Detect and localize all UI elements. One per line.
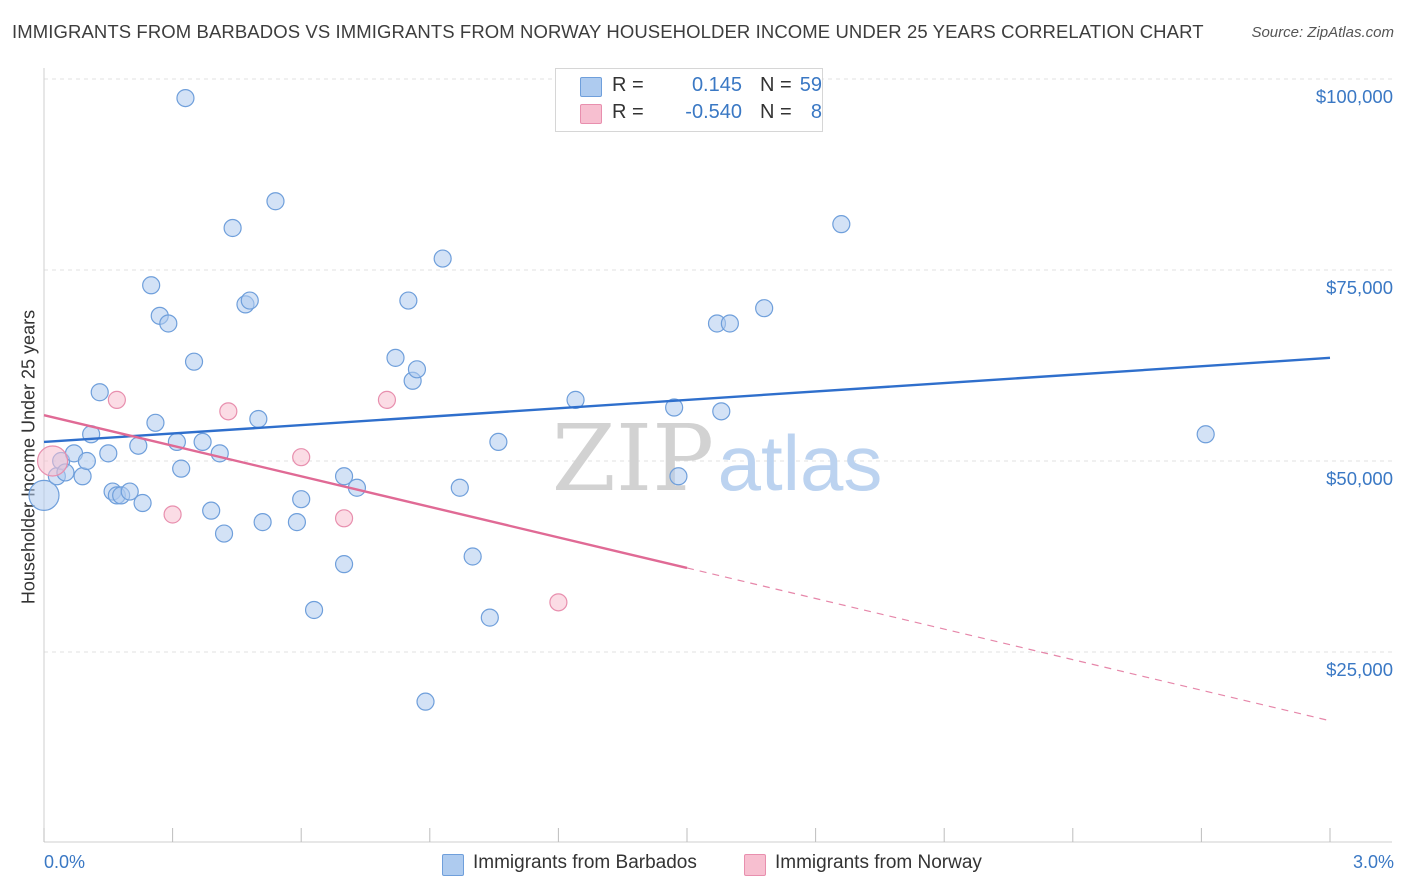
barbados-point: [253, 513, 272, 532]
x-tick-min: 0.0%: [44, 852, 86, 872]
barbados-points: [28, 88, 1215, 711]
barbados-point: [334, 467, 354, 486]
barbados-point: [240, 291, 259, 310]
barbados-point: [99, 444, 118, 463]
norway-trend-line: [43, 413, 688, 570]
legend-r-label: R =: [612, 101, 644, 123]
barbados-point: [463, 547, 482, 566]
gridlines: [44, 78, 1392, 653]
norway-point: [36, 445, 69, 477]
barbados-point: [266, 192, 285, 211]
watermark-zip: ZIP: [552, 405, 714, 512]
barbados-point: [720, 314, 739, 333]
barbados-point: [334, 555, 354, 574]
legend-r-value: 0.145: [691, 74, 742, 96]
barbados-point: [202, 501, 221, 520]
barbados-point: [214, 524, 234, 543]
watermark: ZIP atlas: [552, 405, 882, 512]
y-tick-label: $25,000: [1326, 659, 1393, 680]
legend-swatch-norway: [580, 104, 602, 124]
barbados-point: [176, 88, 195, 108]
y-tick-label: $50,000: [1326, 468, 1393, 489]
legend-r-label: R =: [612, 74, 644, 96]
legend-swatch-barbados: [442, 854, 464, 876]
barbados-point: [450, 478, 469, 497]
barbados-point: [489, 432, 508, 451]
norway-point: [219, 402, 238, 421]
barbados-point: [249, 409, 268, 429]
x-tick-max: 3.0%: [1352, 852, 1394, 872]
barbados-point: [287, 513, 307, 532]
barbados-point: [184, 352, 204, 371]
barbados-trend-line: [43, 356, 1331, 444]
barbados-point: [433, 249, 452, 268]
barbados-point: [120, 482, 139, 501]
trend-lines: [43, 356, 1331, 722]
y-tick-labels: $25,000 $50,000 $75,000 $100,000: [1316, 86, 1393, 680]
norway-point: [334, 509, 354, 528]
barbados-point: [480, 608, 499, 627]
barbados-point: [90, 383, 109, 402]
y-tick-label: $100,000: [1316, 86, 1393, 107]
barbados-point: [193, 432, 212, 451]
barbados-point: [669, 467, 688, 486]
norway-point: [549, 593, 568, 612]
legend-r-value: -0.540: [685, 101, 742, 123]
barbados-point: [399, 291, 418, 310]
norway-point: [107, 390, 126, 409]
barbados-point: [407, 360, 427, 379]
legend-n-label: N =: [760, 101, 792, 123]
series-legend: Immigrants from Barbados Immigrants from…: [0, 852, 1406, 878]
barbados-point: [142, 276, 161, 295]
legend-swatch-norway: [744, 854, 766, 876]
barbados-point: [304, 600, 324, 620]
norway-point: [377, 390, 397, 409]
norway-trend-extension: [686, 567, 1331, 722]
norway-point: [292, 448, 311, 467]
y-tick-label: $75,000: [1326, 277, 1393, 298]
legend-swatch-barbados: [580, 77, 602, 97]
barbados-point: [133, 493, 152, 513]
barbados-point: [832, 215, 851, 234]
barbados-point: [712, 402, 731, 421]
barbados-point: [28, 479, 60, 511]
correlation-legend: R = 0.145 N = 59 R = -0.540 N = 8: [555, 68, 823, 132]
legend-n-value: 59: [799, 74, 822, 96]
barbados-point: [665, 398, 684, 417]
barbados-point: [386, 348, 405, 367]
barbados-point: [292, 490, 311, 509]
barbados-point: [755, 299, 774, 318]
legend-label-barbados: Immigrants from Barbados: [473, 852, 697, 873]
barbados-point: [416, 692, 435, 711]
source-credit: Source: ZipAtlas.com: [1251, 24, 1394, 41]
norway-point: [163, 505, 182, 524]
legend-label-norway: Immigrants from Norway: [775, 852, 982, 873]
legend-n-label: N =: [760, 74, 792, 96]
barbados-point: [73, 467, 92, 486]
barbados-point: [566, 390, 585, 409]
barbados-point: [172, 459, 191, 478]
barbados-point: [77, 451, 96, 471]
legend-n-value: 8: [810, 101, 822, 123]
barbados-point: [223, 218, 242, 238]
norway-points: [36, 390, 568, 612]
barbados-point: [146, 413, 165, 432]
chart-title: IMMIGRANTS FROM BARBADOS VS IMMIGRANTS F…: [12, 21, 1204, 42]
watermark-atlas: atlas: [718, 419, 883, 507]
barbados-point: [1196, 425, 1215, 444]
barbados-point: [159, 314, 178, 333]
